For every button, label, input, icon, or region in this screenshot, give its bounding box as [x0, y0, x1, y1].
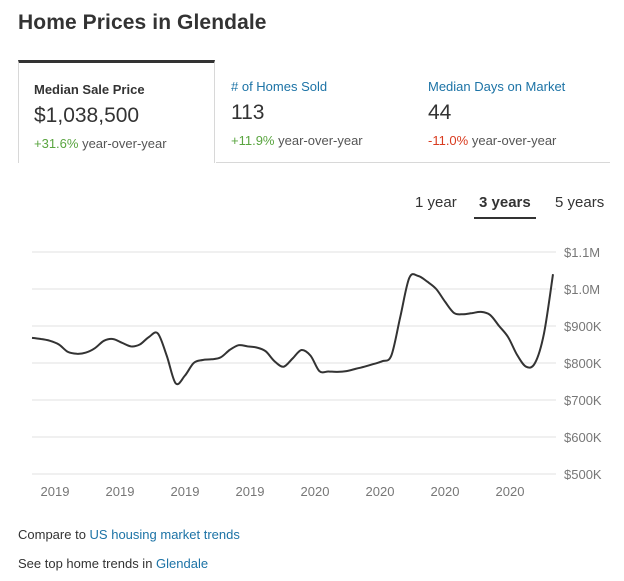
tab-homes-sold[interactable]: # of Homes Sold 113 +11.9% year-over-yea…: [216, 60, 413, 163]
range-1-year[interactable]: 1 year: [415, 194, 457, 211]
tab-days-on-market[interactable]: Median Days on Market 44 -11.0% year-ove…: [413, 60, 610, 163]
stat-value: 113: [231, 101, 265, 124]
change-percent: -11.0%: [428, 133, 469, 148]
x-tick-label: 2019: [41, 484, 70, 499]
compare-link[interactable]: US housing market trends: [89, 527, 240, 542]
price-line-chart: $1.1M $1.0M $900K $800K $700K $600K $500K 2019 2…: [31, 245, 602, 499]
range-3-years[interactable]: 3 years: [474, 194, 536, 219]
x-tick-label: 2019: [171, 484, 200, 499]
y-tick-label: $500K: [564, 467, 602, 482]
stat-change: +11.9% year-over-year: [231, 133, 363, 148]
x-tick-label: 2020: [301, 484, 330, 499]
x-tick-label: 2019: [236, 484, 265, 499]
price-series-line: [31, 273, 554, 386]
x-tick-label: 2019: [106, 484, 135, 499]
y-tick-label: $900K: [564, 319, 602, 334]
range-5-years[interactable]: 5 years: [555, 194, 605, 211]
compare-line: Compare to US housing market trends: [18, 527, 240, 542]
stat-change: -11.0% year-over-year: [428, 133, 556, 148]
change-suffix: year-over-year: [468, 133, 557, 148]
y-tick-label: $1.1M: [564, 245, 600, 260]
tab-median-sale-price[interactable]: Median Sale Price $1,038,500 +31.6% year…: [18, 60, 215, 163]
y-tick-label: $1.0M: [564, 282, 600, 297]
compare-prefix: Compare to: [18, 527, 90, 542]
y-tick-label: $600K: [564, 430, 602, 445]
change-suffix: year-over-year: [78, 136, 167, 151]
glendale-link[interactable]: Glendale: [156, 556, 209, 571]
stat-value: 44: [428, 101, 452, 124]
stat-value: $1,038,500: [34, 104, 140, 127]
trends-prefix: See top home trends in: [18, 556, 157, 571]
x-tick-label: 2020: [496, 484, 525, 499]
stat-label: Median Sale Price: [34, 82, 145, 97]
x-tick-label: 2020: [431, 484, 460, 499]
change-percent: +31.6%: [34, 136, 79, 151]
tab-divider: [216, 162, 610, 163]
stat-label: Median Days on Market: [428, 79, 566, 94]
change-percent: +11.9%: [231, 133, 275, 148]
y-tick-label: $800K: [564, 356, 602, 371]
x-tick-label: 2020: [366, 484, 395, 499]
trends-line: See top home trends in Glendale: [18, 556, 208, 571]
stat-change: +31.6% year-over-year: [34, 136, 167, 151]
stat-label: # of Homes Sold: [231, 79, 328, 94]
y-tick-label: $700K: [564, 393, 602, 408]
page-title: Home Prices in Glendale: [18, 11, 267, 34]
change-suffix: year-over-year: [274, 133, 363, 148]
